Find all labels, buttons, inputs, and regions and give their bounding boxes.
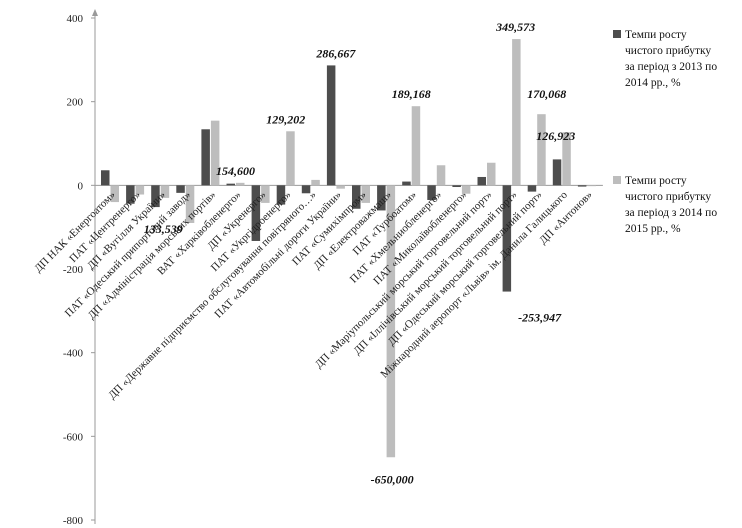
bar-series2-10	[361, 185, 370, 203]
bar-series1-6	[251, 185, 261, 241]
bar-series2-2	[160, 185, 170, 198]
data-label: 154,600	[216, 164, 255, 178]
legend-swatch-series2	[613, 176, 621, 184]
bar-series1-14	[452, 185, 461, 188]
data-label: 286,667	[315, 46, 356, 60]
data-label: -253,947	[518, 311, 562, 325]
y-tick-label: 200	[67, 97, 84, 109]
y-tick-label: 400	[67, 13, 84, 25]
bars	[101, 39, 596, 458]
bar-series1-4	[201, 129, 210, 186]
data-label: -650,000	[371, 472, 414, 486]
bar-series1-5	[226, 183, 235, 186]
bar-series2-13	[436, 165, 446, 186]
bar-series1-7	[276, 185, 286, 205]
bar-series1-1	[126, 185, 135, 204]
y-axis-arrow	[92, 9, 98, 16]
bar-series1-19	[577, 185, 587, 187]
data-labels: 133,539 154,600 129,202 286,667 189,168 -650,…	[144, 20, 575, 486]
data-label: 133,539	[144, 222, 183, 236]
legend-swatch-series1	[613, 30, 621, 38]
bar-series2-3	[185, 185, 195, 223]
bar-series2-14	[461, 185, 471, 194]
category-labels: ДП НАК «Енергоатом»ПАТ «Центренерго»ДП «…	[32, 189, 595, 402]
bar-series2-18	[562, 132, 571, 186]
data-label: 170,068	[527, 87, 566, 101]
bar-series1-15	[477, 176, 486, 186]
bar-series1-2	[151, 185, 160, 208]
bar-series1-12	[402, 181, 411, 186]
legend-label-series2: Темпи росту чистого прибутку за період з 2…	[625, 175, 717, 235]
bar-series2-1	[135, 185, 145, 195]
bar-series2-6	[261, 185, 270, 203]
bar-series2-17	[537, 114, 546, 186]
bar-series1-0	[101, 170, 110, 186]
bar-series2-19	[587, 185, 596, 187]
bar-series2-7	[286, 131, 295, 186]
bar-series2-4	[210, 120, 220, 186]
bar-series2-11	[386, 185, 396, 458]
bar-series1-9	[326, 65, 336, 186]
bar-series1-16	[502, 185, 512, 292]
bar-series2-16	[512, 39, 521, 186]
bar-series2-12	[411, 106, 421, 186]
legend: Темпи росту чистого прибутку за період з 2…	[613, 29, 717, 235]
legend-label-series1: Темпи росту чистого прибутку за період з 2…	[625, 29, 717, 89]
data-label: 349,573	[495, 20, 535, 34]
bar-series1-18	[552, 159, 562, 186]
bar-series1-8	[301, 185, 311, 194]
bar-series1-13	[427, 185, 436, 200]
bar-series2-0	[110, 185, 119, 203]
bar-series1-3	[176, 185, 185, 193]
bar-series2-9	[336, 185, 345, 189]
bar-series1-10	[352, 185, 361, 209]
bar-series2-8	[311, 179, 320, 186]
y-tick-label: -400	[63, 348, 84, 360]
data-label: 129,202	[266, 112, 305, 126]
y-tick-label: -200	[63, 264, 84, 276]
bar-series1-17	[527, 185, 537, 192]
bar-series2-5	[236, 182, 245, 186]
y-tick-label: 0	[78, 180, 84, 192]
y-tick-label: -800	[63, 515, 84, 527]
y-tick-label: -600	[63, 431, 84, 443]
bar-series1-11	[377, 185, 386, 211]
bar-series2-15	[487, 162, 496, 186]
data-label: 189,168	[392, 87, 431, 101]
data-label: 126,923	[536, 129, 575, 143]
